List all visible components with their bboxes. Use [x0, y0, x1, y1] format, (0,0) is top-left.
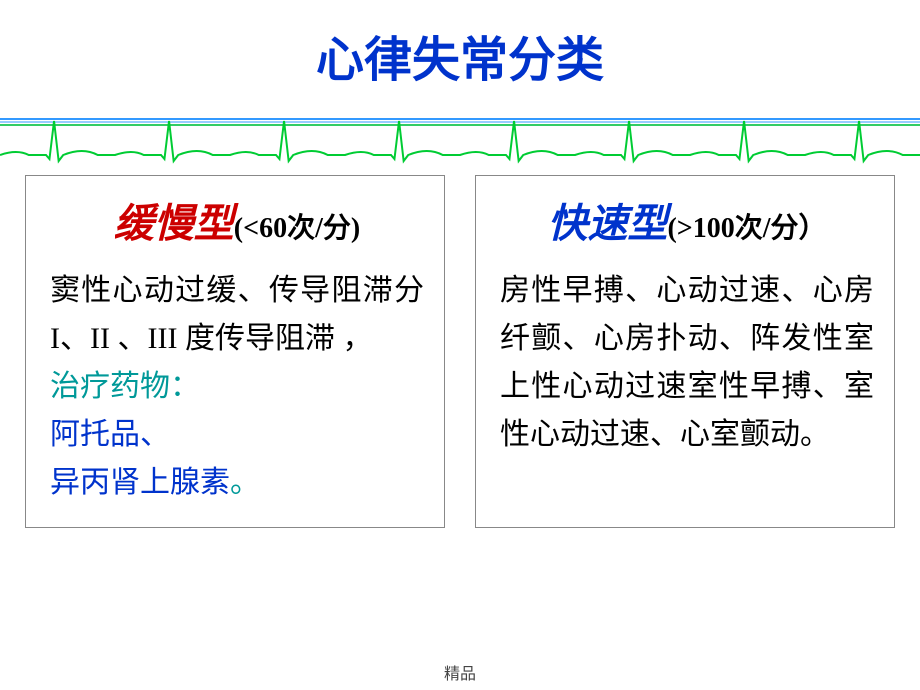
left-body-text: 窦性心动过缓、传导阻滞分 I、II 、III 度传导阻滞 ，: [50, 274, 424, 355]
treatment-label: 治疗药物：: [50, 370, 200, 403]
left-box-title: 缓慢型(<60次/分): [50, 191, 424, 249]
slide-title: 心律失常分类: [0, 0, 920, 105]
left-box: 缓慢型(<60次/分) 窦性心动过缓、传导阻滞分 I、II 、III 度传导阻滞…: [25, 175, 445, 528]
left-heading: 缓慢型: [114, 201, 234, 246]
right-suffix: (>100次/分）: [667, 213, 826, 244]
ecg-icon: [0, 115, 920, 165]
columns: 缓慢型(<60次/分) 窦性心动过缓、传导阻滞分 I、II 、III 度传导阻滞…: [0, 175, 920, 528]
left-body: 窦性心动过缓、传导阻滞分 I、II 、III 度传导阻滞 ， 治疗药物： 阿托品…: [50, 267, 424, 507]
right-box: 快速型(>100次/分） 房性早搏、心动过速、心房纤颤、心房扑动、阵发性室上性心…: [475, 175, 895, 528]
left-suffix: (<60次/分): [234, 213, 360, 244]
right-box-title: 快速型(>100次/分）: [500, 191, 874, 249]
slide: 心律失常分类 缓慢型(<60次/分) 窦性心动过缓、传导阻滞分 I、II 、II…: [0, 0, 920, 690]
drugs-period: 。: [230, 466, 260, 499]
right-body: 房性早搏、心动过速、心房纤颤、心房扑动、阵发性室上性心动过速室性早搏、室性心动过…: [500, 267, 874, 459]
title-text: 心律失常分类: [316, 34, 604, 87]
ecg-divider: [0, 105, 920, 165]
right-body-text: 房性早搏、心动过速、心房纤颤、心房扑动、阵发性室上性心动过速室性早搏、室性心动过…: [500, 274, 874, 451]
footer: 精品: [0, 660, 920, 684]
right-heading: 快速型: [547, 201, 667, 246]
drugs-text: 阿托品、异丙肾上腺素: [50, 418, 230, 499]
